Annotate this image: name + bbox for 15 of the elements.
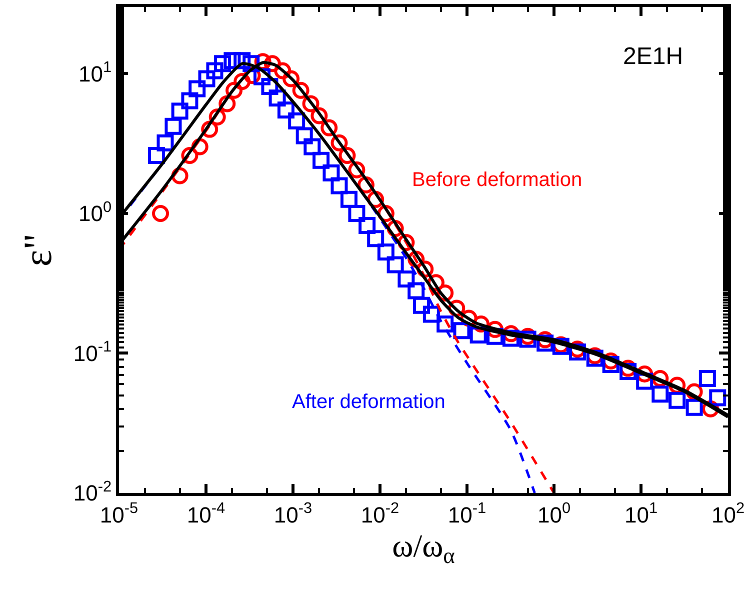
text: After deformation	[292, 391, 446, 413]
x-tick-label: 10$^{2}$	[711, 500, 745, 528]
y-tick-label: 10$^{-1}$	[73, 338, 112, 366]
series-label: Before deformation	[412, 169, 582, 191]
x-tick-label: 10$^{0}$	[537, 500, 571, 528]
x-tick-label: 10$^{-1}$	[448, 500, 486, 528]
x-tick-label: 10$^{1}$	[624, 500, 658, 528]
y-tick-label: 10$^{1}$	[78, 59, 112, 86]
x-tick-label: 10$^{-3}$	[274, 500, 312, 528]
y-tick-label: 10$^{0}$	[78, 198, 112, 226]
x-tick-label: 10$^{-2}$	[360, 500, 400, 528]
x-axis-title: ω/ω$_{α}$	[392, 527, 456, 568]
x-tick-label: 10$^{-4}$	[186, 500, 226, 528]
y-axis-title: ε"	[14, 233, 60, 267]
annotation: 2E1H	[623, 43, 684, 70]
